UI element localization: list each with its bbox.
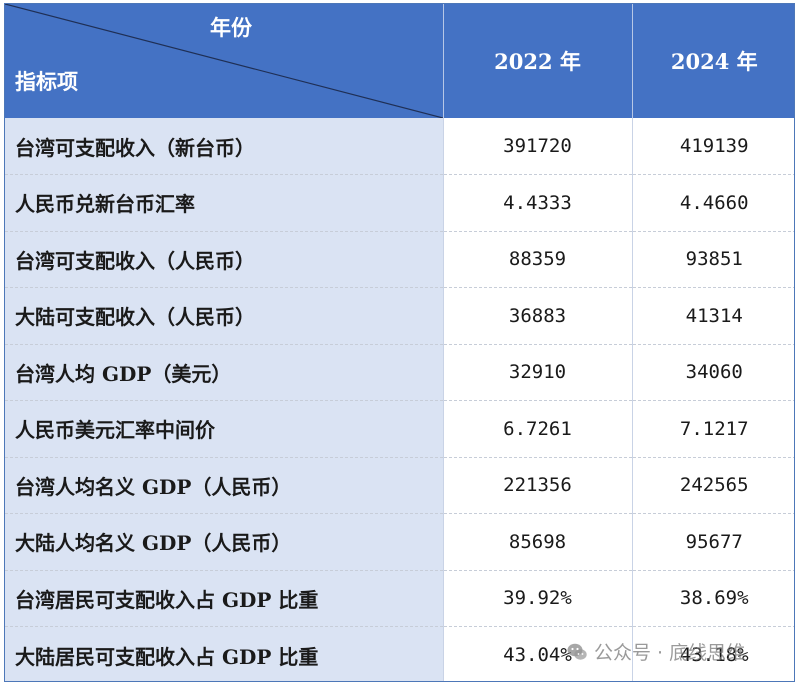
- data-table-frame: 年份 指标项 2022 年 2024 年 台湾可支配收入（新台币） 391720…: [4, 3, 795, 682]
- row-label: 台湾人均名义 GDP（人民币）: [5, 457, 444, 514]
- column-header-2024: 2024 年: [632, 4, 794, 118]
- value-cell-2024: 93851: [632, 231, 794, 288]
- header-row: 年份 指标项 2022 年 2024 年: [5, 4, 794, 118]
- diagonal-divider-line: [5, 4, 443, 118]
- table-row: 大陆可支配收入（人民币） 36883 41314: [5, 287, 794, 345]
- row-label: 大陆居民可支配收入占 GDP 比重: [5, 626, 444, 681]
- corner-label-indicator: 指标项: [15, 69, 78, 94]
- data-table: 年份 指标项 2022 年 2024 年 台湾可支配收入（新台币） 391720…: [5, 4, 794, 681]
- value-cell-2024: 95677: [632, 513, 794, 571]
- watermark: 公众号 · 底线思维: [566, 638, 745, 665]
- value-cell-2024: 7.1217: [632, 400, 794, 458]
- table-row: 大陆人均名义 GDP（人民币） 85698 95677: [5, 513, 794, 571]
- row-label: 台湾居民可支配收入占 GDP 比重: [5, 570, 444, 627]
- corner-header-cell: 年份 指标项: [5, 4, 444, 118]
- table-row: 台湾可支配收入（新台币） 391720 419139: [5, 118, 794, 175]
- value-cell-2024: 34060: [632, 344, 794, 401]
- value-cell-2024: 242565: [632, 457, 794, 514]
- table-row: 人民币美元汇率中间价 6.7261 7.1217: [5, 400, 794, 458]
- row-label: 大陆可支配收入（人民币）: [5, 287, 444, 345]
- watermark-text: 公众号 · 底线思维: [594, 642, 746, 664]
- row-label: 台湾人均 GDP（美元）: [5, 344, 444, 401]
- value-cell-2022: 43.04%: [443, 626, 633, 681]
- value-cell-2022: 39.92%: [443, 570, 633, 627]
- value-cell-2022: 221356: [443, 457, 633, 514]
- table-row: 大陆居民可支配收入占 GDP 比重 43.04% 43.18%: [5, 626, 794, 681]
- value-cell-2022: 88359: [443, 231, 633, 288]
- row-label: 人民币美元汇率中间价: [5, 400, 444, 458]
- table-row: 台湾人均名义 GDP（人民币） 221356 242565: [5, 457, 794, 514]
- value-cell-2022: 6.7261: [443, 400, 633, 458]
- value-cell-2024: 419139: [632, 118, 794, 175]
- value-cell-2024: 41314: [632, 287, 794, 345]
- column-header-2022: 2022 年: [443, 4, 633, 118]
- value-cell-2024: 38.69%: [632, 570, 794, 627]
- row-label: 大陆人均名义 GDP（人民币）: [5, 513, 444, 571]
- table-row: 人民币兑新台币汇率 4.4333 4.4660: [5, 174, 794, 232]
- value-cell-2022: 36883: [443, 287, 633, 345]
- wechat-icon: [567, 643, 587, 660]
- table-row: 台湾居民可支配收入占 GDP 比重 39.92% 38.69%: [5, 570, 794, 627]
- row-label: 台湾可支配收入（新台币）: [5, 118, 444, 175]
- value-cell-2024: 4.4660: [632, 174, 794, 232]
- table-row: 台湾人均 GDP（美元） 32910 34060: [5, 344, 794, 401]
- row-label: 台湾可支配收入（人民币）: [5, 231, 444, 288]
- table-row: 台湾可支配收入（人民币） 88359 93851: [5, 231, 794, 288]
- value-cell-2022: 4.4333: [443, 174, 633, 232]
- value-cell-2022: 85698: [443, 513, 633, 571]
- value-cell-2022: 32910: [443, 344, 633, 401]
- value-cell-2022: 391720: [443, 118, 633, 175]
- row-label: 人民币兑新台币汇率: [5, 174, 444, 232]
- value-cell-2024: 43.18%: [632, 626, 794, 681]
- corner-label-year: 年份: [210, 15, 252, 40]
